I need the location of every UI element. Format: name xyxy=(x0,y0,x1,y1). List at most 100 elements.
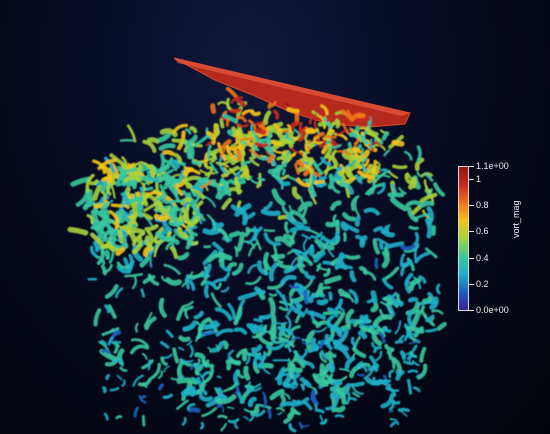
vortex-tube xyxy=(196,365,202,372)
vortex-tube xyxy=(347,396,357,401)
vortex-tube xyxy=(221,139,232,150)
vortex-tube xyxy=(235,115,247,123)
vortex-tube xyxy=(169,245,179,260)
vortex-tube xyxy=(303,290,309,305)
vortex-tube xyxy=(130,338,149,348)
vortex-tube xyxy=(147,359,151,371)
vortex-tube xyxy=(302,244,314,257)
vortex-tube xyxy=(132,374,144,387)
vortex-tube xyxy=(218,256,232,263)
vortex-tube xyxy=(236,231,245,252)
vortex-tube xyxy=(327,350,337,358)
colorbar-tick-label: 0.2 xyxy=(476,278,489,289)
vortex-tube xyxy=(172,347,180,364)
vortex-tube xyxy=(233,422,239,430)
vortex-tube xyxy=(373,346,382,354)
vortex-tube xyxy=(371,376,376,386)
vortex-tube xyxy=(425,328,437,333)
vortex-tube xyxy=(335,375,348,382)
vortex-tube xyxy=(351,346,367,359)
vortex-tube xyxy=(116,374,123,381)
vortex-tube xyxy=(319,363,326,382)
vortex-tube xyxy=(184,278,196,291)
vortex-tube xyxy=(83,202,94,208)
vortex-tube xyxy=(345,308,355,328)
vortex-tube xyxy=(295,159,305,169)
vortex-tube xyxy=(258,326,266,335)
vortex-tube xyxy=(210,292,222,308)
vortex-tube xyxy=(404,173,414,186)
colorbar-tick-label: 0.8 xyxy=(476,200,489,211)
vortex-tube xyxy=(410,309,422,329)
vortex-tube xyxy=(312,373,329,387)
vortex-tube xyxy=(302,238,308,252)
vortex-tube xyxy=(242,211,256,220)
vortex-tube xyxy=(285,102,291,108)
vortex-tube xyxy=(177,375,185,379)
vortex-tube xyxy=(189,126,198,134)
vortex-tube xyxy=(392,300,403,307)
vortex-tube xyxy=(192,187,206,200)
vortex-tube xyxy=(139,255,151,268)
vortex-tube xyxy=(180,197,192,206)
vortex-tube xyxy=(276,262,293,270)
vortex-tube xyxy=(392,164,408,170)
vortex-tube xyxy=(359,314,371,324)
vortex-tube xyxy=(263,201,273,211)
vortex-tube xyxy=(371,341,377,349)
vortex-tube xyxy=(349,270,357,283)
vortex-tube xyxy=(286,324,301,339)
vortex-tube xyxy=(269,388,285,401)
vortex-tube xyxy=(121,224,138,243)
vortex-tube xyxy=(301,233,311,240)
vortex-tube xyxy=(190,389,200,397)
vortex-tube xyxy=(408,339,421,345)
vortex-tube xyxy=(182,300,194,308)
vortex-tube xyxy=(121,379,126,387)
vortex-tube xyxy=(399,259,413,268)
vortex-tube xyxy=(283,406,295,424)
vortex-tube xyxy=(106,182,112,196)
vortex-tube xyxy=(333,345,350,360)
vortex-tube xyxy=(390,421,397,428)
vortex-tube xyxy=(419,346,427,363)
vortex-tube xyxy=(279,401,294,408)
vortex-tube xyxy=(370,302,379,313)
vortex-tube xyxy=(235,130,240,145)
vortex-tube xyxy=(392,399,401,405)
vortex-tube xyxy=(406,378,413,395)
vortex-tube xyxy=(192,203,204,218)
vortex-tube xyxy=(258,362,274,369)
vortex-tube xyxy=(318,339,325,349)
vortex-tube xyxy=(321,143,329,155)
vortex-tube xyxy=(146,137,160,144)
vortex-tube xyxy=(414,157,425,172)
vortex-tube xyxy=(244,385,262,392)
vortex-tube xyxy=(99,180,110,193)
vortex-tube xyxy=(289,225,311,233)
vortex-tube xyxy=(150,362,162,380)
vortex-tube xyxy=(175,306,185,321)
vortex-tube xyxy=(159,128,178,138)
vortex-tube xyxy=(221,265,232,272)
vortex-tube xyxy=(386,350,396,370)
vortex-tube xyxy=(318,114,327,130)
vortex-tube xyxy=(344,356,356,370)
vortex-tube xyxy=(227,302,236,320)
vortex-tube xyxy=(165,329,174,338)
vortex-tube xyxy=(278,306,289,312)
vortex-tube xyxy=(291,386,298,391)
vortex-tube xyxy=(333,132,348,141)
vortex-tube xyxy=(331,149,338,160)
vortex-tube xyxy=(325,219,340,228)
vortex-tube xyxy=(313,140,324,145)
vortex-tube xyxy=(268,261,279,282)
vortex-tube xyxy=(216,375,222,379)
vortex-tube xyxy=(253,286,266,295)
vortex-tube xyxy=(133,406,139,418)
vortex-tube xyxy=(396,293,401,304)
vortex-tube xyxy=(183,305,194,312)
vortex-tube xyxy=(281,139,288,147)
vortex-tube xyxy=(176,377,199,385)
